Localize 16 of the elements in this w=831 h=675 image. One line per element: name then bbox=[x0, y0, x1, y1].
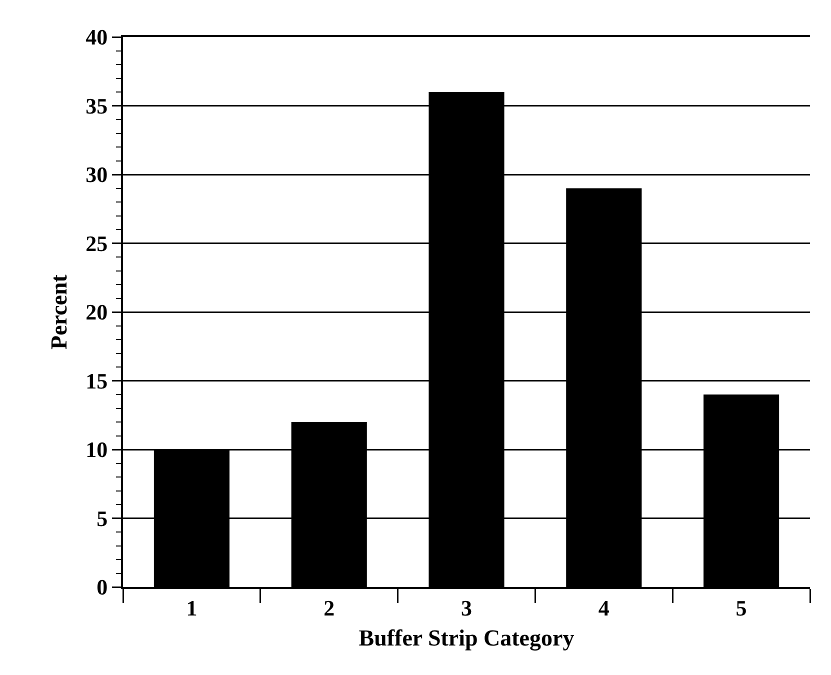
y-axis-title: Percent bbox=[46, 274, 72, 350]
y-tick-label: 25 bbox=[86, 230, 108, 256]
y-tick-label: 10 bbox=[86, 437, 108, 462]
y-tick-label: 20 bbox=[86, 300, 108, 325]
x-tick-label: 2 bbox=[324, 595, 335, 620]
x-tick-label: 3 bbox=[461, 595, 472, 620]
y-tick-label: 30 bbox=[86, 162, 108, 188]
y-tick-label: 0 bbox=[96, 574, 108, 600]
x-axis-title: Buffer Strip Category bbox=[358, 626, 575, 652]
y-tick-label: 5 bbox=[96, 506, 108, 531]
y-tick-label: 40 bbox=[86, 24, 108, 50]
y-tick-label: 15 bbox=[86, 368, 108, 394]
y-tick-label: 35 bbox=[86, 93, 108, 118]
x-tick-label: 1 bbox=[186, 595, 198, 620]
x-tick-label: 5 bbox=[736, 595, 747, 620]
x-tick-label: 4 bbox=[598, 595, 610, 620]
